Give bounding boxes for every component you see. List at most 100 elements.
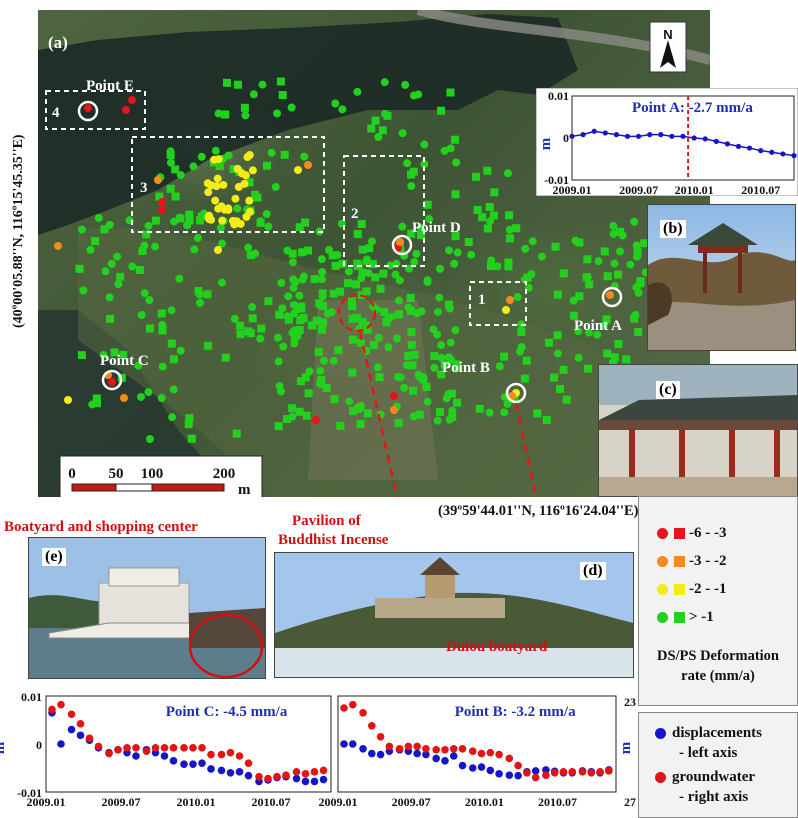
ps-point xyxy=(380,308,389,317)
ds-point xyxy=(137,310,146,319)
ds-point xyxy=(414,90,423,99)
ds-point xyxy=(300,152,309,161)
ps-point xyxy=(244,327,253,336)
ps-point xyxy=(92,394,101,403)
ds-point xyxy=(312,416,320,424)
ds-point xyxy=(84,104,92,112)
point-c-label: Point C xyxy=(100,353,149,369)
ds-point xyxy=(356,401,365,410)
ps-point xyxy=(248,314,257,323)
ds-point xyxy=(630,217,639,226)
scale-tick-50: 50 xyxy=(109,466,124,482)
photo-d xyxy=(274,552,634,678)
boatyard-circle xyxy=(188,613,264,679)
displacements-point xyxy=(57,740,65,748)
ps-point xyxy=(331,261,340,270)
ps-point xyxy=(353,230,362,239)
legend-dot-icon xyxy=(657,556,668,568)
y-right-tick-label: 23 xyxy=(624,695,636,709)
ps-point xyxy=(407,229,416,238)
bottom-charts: 0.01 0 -0.01 m 2009.01 2009.07 2010.01 2010.07 P… xyxy=(0,690,636,809)
ps-point xyxy=(559,269,568,278)
ds-point xyxy=(170,217,179,226)
displacements-point xyxy=(319,775,328,784)
ps-point xyxy=(317,325,326,334)
north-arrow-icon xyxy=(660,40,676,68)
data-point xyxy=(735,143,742,149)
ps-point xyxy=(569,311,578,320)
point-c-chart: 0.01 0 -0.01 m 2009.01 2009.07 2010.01 2010.07 P… xyxy=(0,690,332,809)
point-a-chart: 0.01 0 -0.01 m 2009.01 2009.07 2010.01 2010.07 P… xyxy=(536,88,798,196)
ps-point xyxy=(603,272,612,281)
x-tick-label: 2009.01 xyxy=(319,795,358,809)
ps-point xyxy=(314,347,323,356)
legend-row: -2 - -1 xyxy=(657,581,727,603)
ds-point xyxy=(218,239,227,248)
ps-point xyxy=(77,351,86,360)
ps-point xyxy=(317,376,326,385)
ds-point xyxy=(485,408,494,417)
groundwater-point xyxy=(57,700,65,709)
ds-point xyxy=(331,99,340,108)
ds-point xyxy=(333,250,342,259)
ps-point xyxy=(379,269,388,278)
ds-point xyxy=(136,392,145,401)
ps-point xyxy=(356,338,365,347)
ps-point xyxy=(489,211,498,220)
groundwater-point xyxy=(523,769,531,777)
ps-point xyxy=(349,406,358,415)
groundwater-point xyxy=(123,744,131,752)
ds-point xyxy=(394,296,403,305)
ds-point xyxy=(122,106,130,114)
ps-point xyxy=(394,310,403,319)
scale-segment-1 xyxy=(71,483,117,492)
groundwater-point xyxy=(542,771,550,779)
ds-point xyxy=(412,249,421,258)
ds-point xyxy=(213,174,222,183)
photo-c xyxy=(598,364,798,497)
ds-point xyxy=(429,325,438,334)
ds-point xyxy=(381,109,390,118)
groundwater-point xyxy=(568,768,577,776)
ps-point xyxy=(336,421,345,430)
ds-point xyxy=(291,278,300,287)
y-tick-label: -0.01 xyxy=(17,786,42,800)
scale-unit: m xyxy=(238,482,251,497)
ds-point xyxy=(380,78,389,87)
groundwater-point xyxy=(550,769,559,777)
legend-square-icon xyxy=(674,528,685,540)
ds-point xyxy=(433,308,442,317)
ds-point xyxy=(521,244,530,253)
ps-point xyxy=(533,409,542,418)
groundwater-point xyxy=(477,749,486,758)
ps-point xyxy=(551,242,560,251)
groundwater-point xyxy=(359,709,367,717)
ps-point xyxy=(155,192,164,201)
displacements-point xyxy=(198,759,206,767)
ds-point xyxy=(329,356,338,365)
chart-title: Point C: -4.5 mm/a xyxy=(166,704,288,720)
ps-point xyxy=(142,230,151,239)
ds-point xyxy=(451,326,460,335)
ds-point xyxy=(274,333,283,342)
ps-point xyxy=(151,216,160,225)
legend-dot-icon xyxy=(657,612,668,624)
ps-point xyxy=(520,374,529,383)
ps-point xyxy=(262,161,271,170)
displacements-point xyxy=(310,777,319,786)
ps-point xyxy=(437,106,446,115)
ds-point xyxy=(626,260,635,269)
ds-point xyxy=(417,307,426,316)
ps-point xyxy=(419,375,428,384)
ds-point xyxy=(367,237,376,246)
data-point xyxy=(780,151,786,157)
ds-point xyxy=(317,255,326,264)
ps-point xyxy=(406,294,415,303)
ds-point xyxy=(134,361,143,370)
ps-point xyxy=(363,325,372,334)
y-tick-label: 0 xyxy=(36,738,42,752)
x-tick-label: 2010.07 xyxy=(741,183,780,196)
ds-point xyxy=(430,363,439,372)
ds-point xyxy=(305,367,314,376)
ds-point xyxy=(271,182,280,191)
